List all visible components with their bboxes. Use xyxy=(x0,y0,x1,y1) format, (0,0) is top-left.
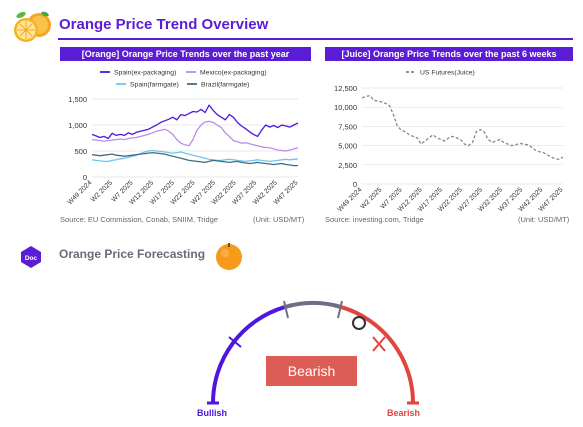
gauge-tick xyxy=(372,336,386,352)
oranges-icon xyxy=(14,11,51,42)
gauge-bullish-label: Bullish xyxy=(197,408,228,418)
forecast-signal-badge: Bearish xyxy=(266,356,357,386)
x-tick-label: W49 2024 xyxy=(337,186,364,213)
y-tick-label: 2,500 xyxy=(338,161,357,170)
y-tick-label: 500 xyxy=(74,147,87,156)
y-tick-label: 12,500 xyxy=(334,84,357,93)
series-line xyxy=(91,149,299,163)
y-tick-label: 0 xyxy=(83,173,87,182)
y-tick-label: 1,000 xyxy=(68,121,87,130)
left-chart-unit: (Unit: USD/MT) xyxy=(253,215,305,224)
series-line xyxy=(91,120,299,152)
right-chart-title: [Juice] Orange Price Trends over the pas… xyxy=(325,47,573,61)
gauge-tick xyxy=(283,300,289,319)
right-chart-source: Source: investing.com, Tridge xyxy=(325,215,424,224)
legend-label: Mexico(ex-packaging) xyxy=(200,70,267,77)
y-tick-label: 0 xyxy=(353,180,357,189)
y-tick-label: 7,500 xyxy=(338,122,357,131)
legend-label: US Futures(Juice) xyxy=(420,70,475,77)
doc-badge-label: Doc xyxy=(25,255,38,262)
gauge-neutral-arc xyxy=(283,301,343,310)
forecast-title: Orange Price Forecasting xyxy=(59,247,206,261)
title-underline xyxy=(58,38,573,40)
x-tick-label: W49 2024 xyxy=(67,179,94,206)
series-line xyxy=(91,104,299,140)
legend-label: Spain(farmgate) xyxy=(130,82,179,89)
gauge-tick xyxy=(228,336,242,348)
gauge-needle-marker xyxy=(352,316,366,330)
page-header: Orange Price Trend Overview xyxy=(12,10,573,46)
gauge-tick xyxy=(337,300,343,319)
gauge-bearish-label: Bearish xyxy=(387,408,421,418)
legend-label: Spain(ex-packaging) xyxy=(114,70,176,77)
right-chart-unit: (Unit: USD/MT) xyxy=(518,215,570,224)
gauge-tick xyxy=(372,336,386,352)
series-line xyxy=(91,151,298,167)
left-chart-title: [Orange] Orange Price Trends over the pa… xyxy=(60,47,311,61)
doc-badge-icon: Doc xyxy=(21,246,41,268)
orange-fruit-icon xyxy=(216,243,242,270)
series-line xyxy=(361,95,564,161)
left-chart-source: Source: EU Commission, Conab, SNIIM, Tri… xyxy=(60,215,218,224)
y-tick-label: 5,000 xyxy=(338,142,357,151)
y-tick-label: 10,000 xyxy=(334,103,357,112)
y-tick-label: 1,500 xyxy=(68,95,87,104)
page-title: Orange Price Trend Overview xyxy=(59,16,269,33)
legend-label: Brazil(farmgate) xyxy=(201,82,249,89)
